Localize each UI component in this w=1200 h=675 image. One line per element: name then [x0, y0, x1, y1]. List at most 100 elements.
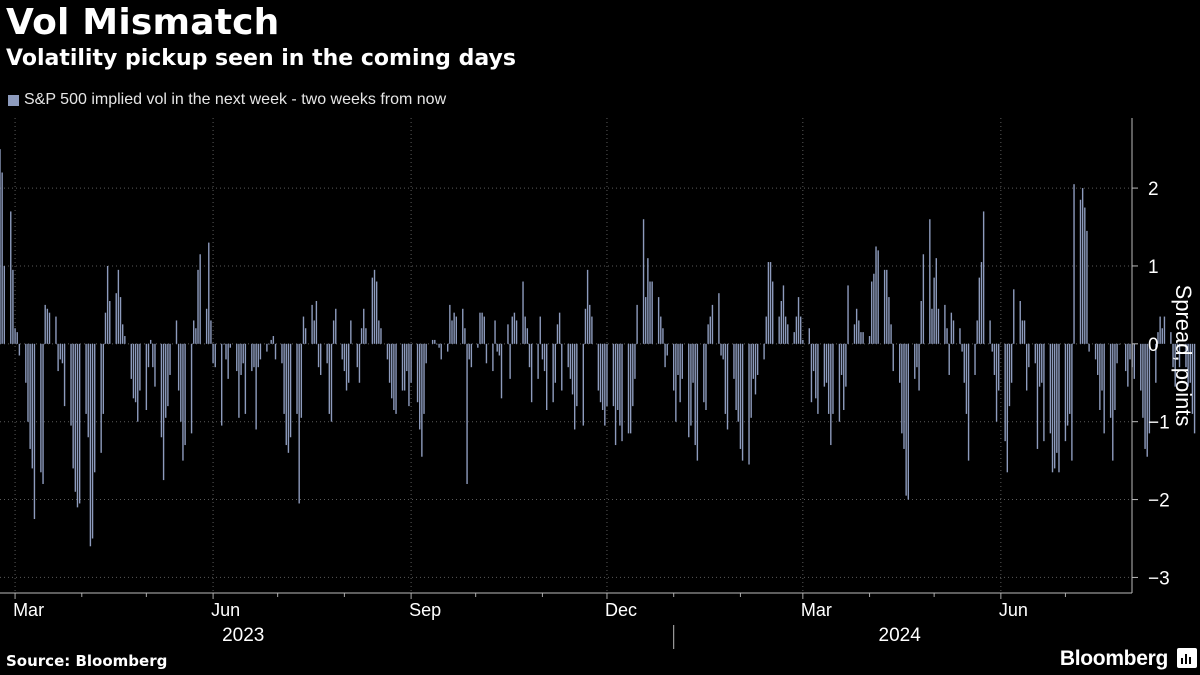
bar [102, 343, 105, 414]
bar [328, 343, 331, 414]
bar [121, 324, 124, 344]
bar [989, 320, 991, 344]
bar [812, 343, 815, 372]
bar [539, 316, 541, 344]
bar [802, 339, 804, 344]
bar [177, 343, 180, 391]
y-tick-label: 2 [1148, 179, 1159, 200]
bar [1146, 343, 1148, 457]
bar [784, 316, 787, 344]
bar [190, 343, 193, 434]
bar [907, 343, 910, 500]
bar [220, 343, 223, 426]
bar [860, 332, 862, 344]
y-tick-label: −1 [1148, 413, 1170, 434]
bar [537, 343, 539, 379]
bar [993, 343, 996, 375]
bar [78, 343, 81, 504]
y-tick-label: 0 [1148, 335, 1159, 356]
bar [423, 343, 425, 414]
bar [149, 339, 152, 344]
bar [662, 328, 664, 344]
bar [1114, 343, 1116, 411]
bar [1099, 343, 1101, 411]
bar [1187, 343, 1189, 387]
bar [948, 343, 950, 375]
year-label: 2024 [879, 625, 922, 646]
bar [737, 343, 739, 422]
bar [832, 343, 834, 414]
bar [584, 308, 587, 344]
bar [991, 343, 993, 352]
bar [1008, 343, 1011, 407]
bar [1034, 343, 1036, 364]
bar [571, 343, 574, 395]
bar [485, 343, 488, 364]
bar [959, 328, 961, 344]
bar [195, 328, 197, 344]
bar [843, 343, 845, 411]
bar [599, 343, 602, 403]
bar [57, 343, 59, 372]
bar [898, 343, 901, 383]
bar-series [0, 149, 1196, 547]
bar [311, 304, 313, 344]
bar [205, 308, 208, 344]
bar [772, 281, 774, 344]
bar [378, 320, 380, 344]
bar [718, 293, 720, 344]
bar [569, 343, 572, 379]
y-tick-label: −3 [1148, 568, 1170, 589]
bar [619, 343, 621, 426]
bar [890, 324, 892, 344]
bar [94, 343, 96, 473]
bar [604, 343, 606, 426]
bar [918, 343, 920, 391]
bar [515, 320, 518, 344]
bar [765, 316, 767, 344]
bar [507, 324, 509, 344]
bar [645, 297, 647, 344]
bar [1036, 343, 1039, 449]
bar [838, 343, 841, 422]
bar [1004, 343, 1006, 442]
bar [365, 328, 367, 344]
bar [210, 320, 212, 344]
bar [573, 343, 576, 430]
bar [901, 343, 903, 434]
bar [373, 269, 376, 344]
bar [46, 308, 49, 344]
bar [1049, 343, 1052, 434]
bar [1101, 343, 1103, 391]
bar [690, 343, 692, 426]
bar [48, 312, 51, 344]
bar [416, 343, 419, 403]
bar [227, 343, 229, 379]
bar [815, 343, 817, 399]
bar [208, 242, 210, 344]
axes: 2 1 0 −1 −2 −3 Spread, points Mar Jun Sep Dec Mar Ju… [0, 118, 1196, 649]
bar [494, 320, 496, 344]
bar [175, 320, 178, 344]
bar [100, 343, 102, 453]
bar [304, 328, 307, 344]
bar [795, 316, 798, 344]
bar [733, 343, 735, 379]
bar [980, 262, 983, 344]
bar [223, 343, 225, 345]
bar [253, 343, 255, 368]
bar [666, 343, 668, 356]
bar [315, 300, 318, 344]
bar [937, 308, 940, 344]
bar [40, 343, 42, 473]
bar [995, 343, 998, 422]
bar [431, 339, 434, 344]
bar [257, 343, 259, 368]
bar [543, 343, 546, 372]
bar [42, 343, 44, 484]
bar [386, 343, 389, 360]
bar [1127, 343, 1129, 387]
bar [1170, 332, 1172, 344]
bar [1163, 316, 1166, 344]
bar [343, 343, 346, 372]
